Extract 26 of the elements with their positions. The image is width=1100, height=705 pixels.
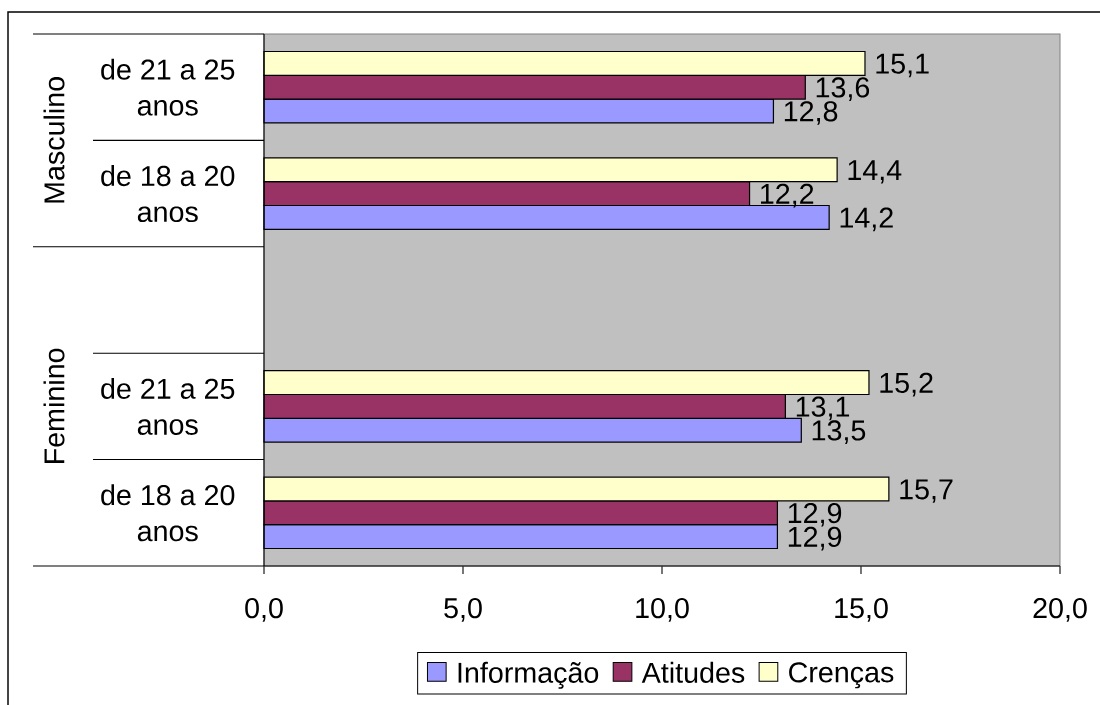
data-label: 12,9: [788, 526, 842, 551]
data-label: 13,5: [812, 420, 866, 444]
x-tick-label: 20,0: [1033, 597, 1087, 622]
text: Feminino: [43, 348, 65, 463]
data-label: 13,6: [816, 77, 870, 101]
y-tick-label: de 18 a 20 anos: [101, 484, 235, 542]
data-label: 12,8: [784, 101, 838, 125]
y-tick-label: de 21 a 25 anos: [101, 58, 235, 116]
y-tick-label: de 21 a 25 anos: [101, 377, 235, 435]
data-label: 14,2: [840, 207, 893, 232]
legend-label: Informação: [458, 661, 599, 689]
x-tick-label: 10,0: [636, 597, 689, 622]
y-tick-label: de 18 a 20 anos: [101, 165, 235, 223]
x-tick-label: 0,0: [245, 597, 283, 622]
x-tick-label: 5,0: [444, 597, 482, 622]
data-label: 15,1: [876, 53, 929, 78]
data-label: 13,1: [796, 396, 850, 421]
x-tick-label: 15,0: [835, 597, 888, 622]
data-label: 15,7: [900, 479, 953, 503]
legend-label: Atitudes: [641, 661, 745, 683]
text: Masculino: [43, 77, 65, 203]
data-label: 14,4: [848, 160, 902, 184]
data-label: 12,2: [761, 183, 814, 208]
data-label: 15,2: [880, 372, 933, 397]
data-label: 12,9: [788, 502, 842, 527]
legend-label: Crenças: [789, 662, 894, 689]
